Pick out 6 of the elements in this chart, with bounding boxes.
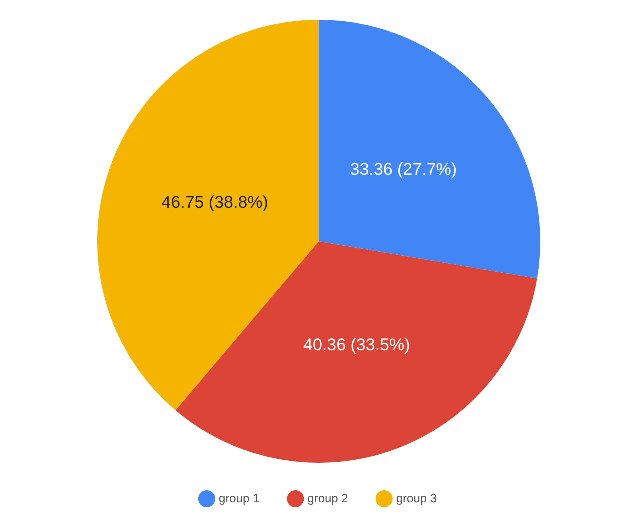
data-label: 40.36 (33.5%) <box>303 335 410 354</box>
data-label: 33.36 (27.7%) <box>350 160 458 179</box>
legend-label: group 1 <box>218 491 260 506</box>
legend-label: group 3 <box>396 491 438 506</box>
data-label: 46.75 (38.8%) <box>162 193 268 212</box>
legend-label: group 2 <box>308 491 349 506</box>
